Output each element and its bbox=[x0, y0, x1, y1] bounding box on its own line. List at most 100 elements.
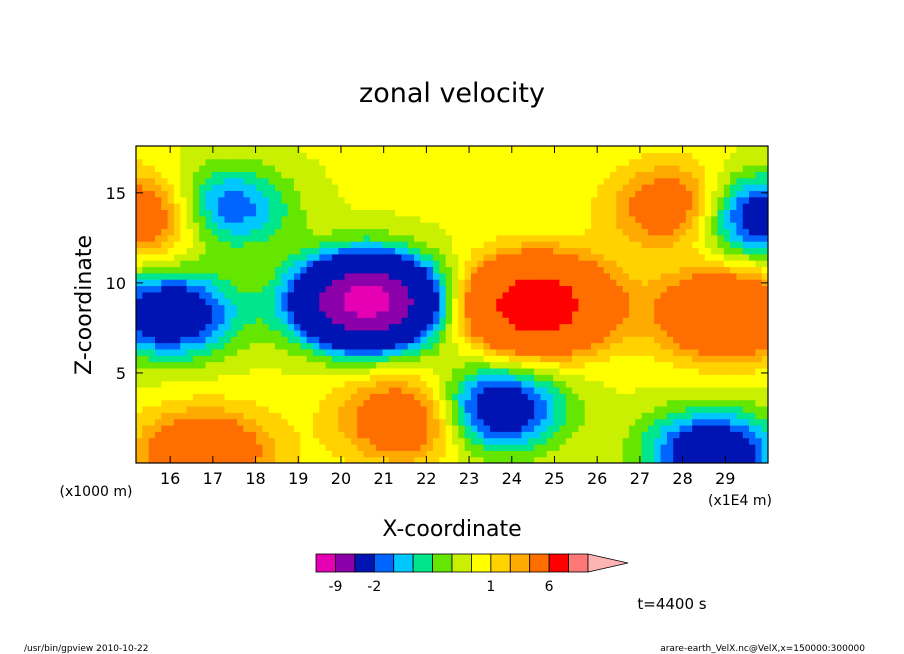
field-cell bbox=[407, 272, 415, 280]
field-cell bbox=[180, 443, 188, 451]
field-cell bbox=[692, 171, 700, 179]
field-cell bbox=[483, 437, 491, 445]
field-cell bbox=[654, 456, 662, 463]
field-cell bbox=[717, 171, 725, 179]
field-cell bbox=[723, 393, 731, 401]
field-cell bbox=[572, 241, 579, 249]
field-cell bbox=[401, 374, 409, 382]
field-cell bbox=[376, 443, 384, 451]
field-cell bbox=[287, 209, 295, 217]
field-cell bbox=[736, 393, 744, 401]
field-cell bbox=[357, 443, 365, 451]
field-cell bbox=[452, 323, 459, 331]
field-cell bbox=[666, 209, 674, 217]
field-cell bbox=[749, 424, 756, 432]
field-cell bbox=[502, 310, 510, 318]
field-cell bbox=[521, 361, 529, 369]
field-cell bbox=[736, 209, 744, 217]
field-cell bbox=[369, 146, 377, 153]
field-cell bbox=[679, 367, 687, 375]
field-cell bbox=[224, 443, 232, 451]
field-cell bbox=[154, 272, 162, 280]
field-cell bbox=[395, 456, 403, 463]
field-cell bbox=[445, 285, 453, 293]
field-cell bbox=[445, 405, 453, 413]
field-cell bbox=[452, 260, 459, 268]
field-cell bbox=[154, 380, 162, 388]
field-cell bbox=[489, 190, 497, 198]
field-cell bbox=[698, 152, 706, 160]
field-cell bbox=[237, 329, 245, 337]
field-cell bbox=[610, 399, 617, 407]
field-cell bbox=[635, 304, 643, 312]
field-cell bbox=[218, 247, 226, 255]
field-cell bbox=[470, 260, 478, 268]
field-cell bbox=[382, 203, 390, 210]
field-cell bbox=[673, 177, 681, 185]
field-cell bbox=[300, 329, 308, 337]
field-cell bbox=[736, 317, 744, 325]
field-cell bbox=[470, 399, 478, 407]
field-cell bbox=[527, 374, 535, 382]
field-cell bbox=[287, 184, 295, 191]
field-cell bbox=[338, 196, 346, 204]
field-cell bbox=[205, 209, 213, 217]
field-cell bbox=[199, 241, 207, 249]
field-cell bbox=[616, 355, 624, 363]
field-cell bbox=[294, 222, 301, 230]
field-cell bbox=[489, 266, 497, 274]
field-cell bbox=[660, 291, 668, 299]
field-cell bbox=[369, 424, 377, 432]
field-cell bbox=[338, 418, 346, 426]
field-cell bbox=[452, 456, 459, 463]
field-cell bbox=[730, 323, 737, 331]
field-cell bbox=[407, 266, 415, 274]
field-cell bbox=[704, 412, 712, 420]
field-cell bbox=[736, 247, 744, 255]
field-cell bbox=[553, 260, 561, 268]
field-cell bbox=[306, 158, 314, 166]
field-cell bbox=[489, 367, 497, 375]
field-cell bbox=[527, 342, 535, 350]
field-cell bbox=[401, 437, 409, 445]
field-cell bbox=[572, 291, 579, 299]
field-cell bbox=[464, 342, 472, 350]
field-cell bbox=[565, 355, 573, 363]
field-cell bbox=[180, 424, 188, 432]
field-cell bbox=[338, 317, 346, 325]
field-cell bbox=[679, 431, 687, 439]
field-cell bbox=[180, 190, 188, 198]
field-cell bbox=[641, 222, 649, 230]
field-cell bbox=[610, 336, 617, 344]
field-cell bbox=[154, 342, 162, 350]
field-cell bbox=[553, 209, 561, 217]
field-cell bbox=[249, 342, 257, 350]
field-cell bbox=[508, 272, 516, 280]
field-cell bbox=[591, 323, 598, 331]
field-cell bbox=[685, 253, 693, 261]
field-cell bbox=[243, 399, 251, 407]
field-cell bbox=[218, 412, 226, 420]
field-cell bbox=[521, 399, 529, 407]
field-cell bbox=[420, 209, 428, 217]
field-cell bbox=[161, 310, 169, 318]
field-cell bbox=[622, 247, 630, 255]
field-cell bbox=[496, 443, 504, 451]
field-cell bbox=[660, 272, 668, 280]
field-cell bbox=[527, 146, 535, 153]
field-cell bbox=[344, 285, 352, 293]
field-cell bbox=[401, 329, 409, 337]
field-cell bbox=[173, 317, 181, 325]
field-cell bbox=[489, 247, 497, 255]
field-cell bbox=[249, 431, 257, 439]
field-cell bbox=[534, 279, 542, 287]
field-cell bbox=[350, 367, 358, 375]
field-cell bbox=[749, 260, 756, 268]
field-cell bbox=[546, 171, 554, 179]
field-cell bbox=[496, 393, 504, 401]
field-cell bbox=[363, 241, 371, 249]
field-cell bbox=[749, 323, 756, 331]
field-cell bbox=[249, 456, 257, 463]
field-cell bbox=[591, 348, 598, 356]
field-cell bbox=[749, 336, 756, 344]
